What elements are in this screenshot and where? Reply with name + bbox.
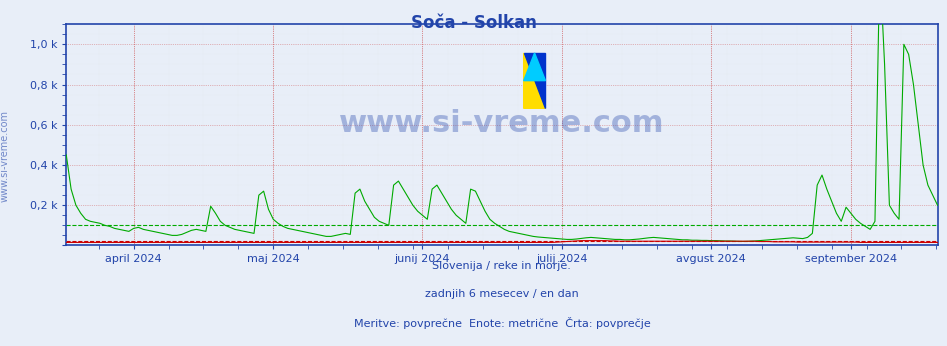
Polygon shape [524, 53, 545, 108]
Text: Slovenija / reke in morje.: Slovenija / reke in morje. [433, 261, 571, 271]
Text: www.si-vreme.com: www.si-vreme.com [339, 109, 665, 138]
Text: www.si-vreme.com: www.si-vreme.com [0, 110, 9, 202]
Text: Meritve: povprečne  Enote: metrične  Črta: povprečje: Meritve: povprečne Enote: metrične Črta:… [353, 317, 651, 329]
Polygon shape [524, 53, 545, 81]
Text: Soča - Solkan: Soča - Solkan [411, 14, 536, 32]
Text: zadnjih 6 mesecev / en dan: zadnjih 6 mesecev / en dan [425, 289, 579, 299]
Polygon shape [524, 53, 545, 108]
